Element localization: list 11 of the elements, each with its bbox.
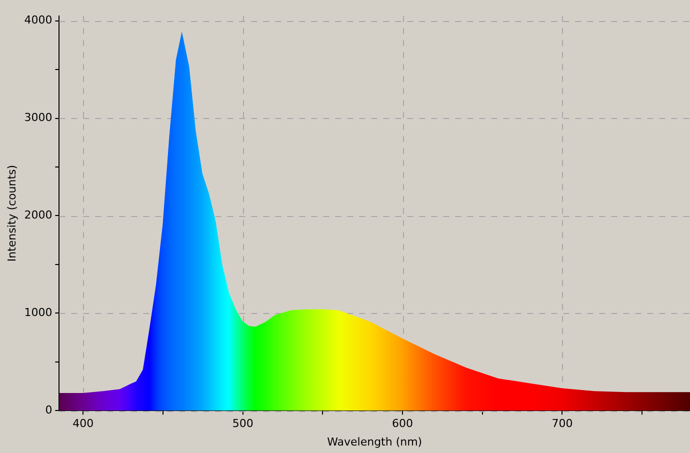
x-axis-title: Wavelength (nm): [327, 435, 422, 448]
y-tick-label: 3000: [24, 111, 52, 124]
x-tick-label: 600: [392, 417, 414, 430]
x-tick-label: 400: [72, 417, 94, 430]
y-axis-title: Intensity (counts): [5, 164, 18, 262]
y-tick-label: 0: [45, 403, 52, 416]
x-tick-label: 500: [232, 417, 254, 430]
y-tick-label: 1000: [24, 306, 52, 320]
y-tick-label: 4000: [24, 14, 52, 27]
y-tick-label: 2000: [24, 208, 52, 222]
x-tick-label: 700: [552, 417, 573, 430]
